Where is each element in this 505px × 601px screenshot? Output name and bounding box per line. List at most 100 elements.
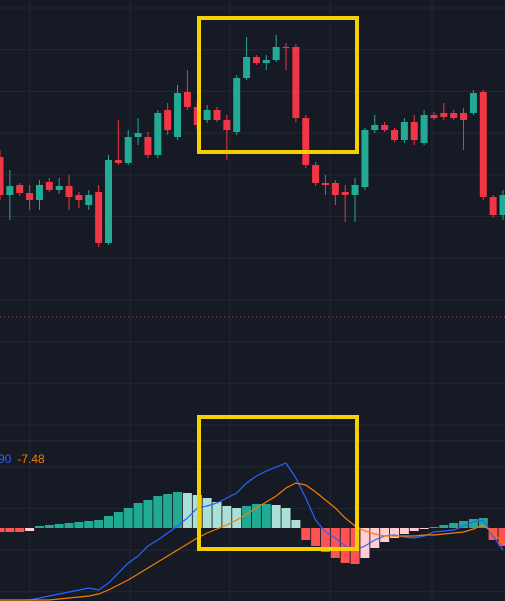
- candle-body: [321, 183, 329, 185]
- candle-body: [430, 115, 438, 118]
- histogram-bar: [409, 528, 419, 531]
- histogram-bar: [281, 508, 291, 528]
- candle-body: [400, 122, 408, 140]
- highlight-box: [197, 415, 359, 551]
- histogram-bar: [84, 521, 94, 528]
- histogram-bar: [478, 518, 488, 528]
- histogram-bar: [390, 528, 400, 538]
- candle-body: [114, 160, 122, 163]
- highlight-box: [197, 16, 359, 154]
- histogram-bar: [232, 508, 242, 528]
- histogram-bar: [212, 502, 222, 528]
- candle-body: [341, 192, 349, 195]
- candle-body: [351, 185, 359, 195]
- histogram-bar: [311, 528, 321, 546]
- histogram-bar: [74, 522, 84, 528]
- candle-body: [35, 185, 43, 200]
- candle-body: [16, 185, 24, 193]
- histogram-bar: [291, 520, 301, 528]
- candle-body: [282, 47, 290, 48]
- histogram-bar: [429, 527, 439, 528]
- histogram-bar: [133, 503, 143, 528]
- candle-body: [75, 195, 83, 200]
- histogram-bar: [301, 528, 311, 540]
- candle-body: [164, 110, 172, 130]
- candle-body: [381, 125, 389, 130]
- histogram-bar: [498, 528, 505, 546]
- histogram-bar: [251, 504, 261, 528]
- candle-body: [95, 192, 103, 243]
- candle-body: [154, 113, 162, 155]
- candle-body: [312, 165, 320, 183]
- candle-body: [420, 115, 428, 143]
- candle-body: [440, 113, 448, 117]
- candle-body: [499, 195, 505, 215]
- histogram-bar: [103, 516, 113, 528]
- macd-line: [0, 482, 504, 601]
- candle-body: [371, 125, 379, 130]
- candle-body: [124, 137, 132, 163]
- histogram-bar: [271, 505, 281, 528]
- candle-body: [6, 186, 14, 195]
- histogram-bar: [360, 528, 370, 558]
- candle-body: [55, 186, 63, 190]
- histogram-bar: [173, 492, 183, 528]
- histogram-bar: [370, 528, 380, 548]
- candle-body: [460, 113, 468, 120]
- candle-body: [479, 92, 487, 197]
- candle-body: [272, 47, 280, 60]
- histogram-bar: [330, 528, 340, 558]
- candle-body: [252, 57, 260, 63]
- candle-body: [302, 118, 310, 165]
- candle-body: [361, 130, 369, 187]
- histogram-bar: [439, 525, 449, 528]
- histogram-bar: [449, 523, 459, 528]
- candle-body: [45, 182, 53, 190]
- histogram-bar: [25, 528, 35, 531]
- histogram-bar: [320, 528, 330, 552]
- histogram-bar: [113, 512, 123, 528]
- candle-body: [489, 197, 497, 215]
- candle-body: [262, 60, 270, 63]
- candle-body: [450, 113, 458, 118]
- candle-body: [174, 93, 182, 137]
- histogram-bar: [488, 528, 498, 540]
- candle-body: [391, 130, 399, 140]
- histogram-bar: [261, 504, 271, 528]
- candle-body: [203, 110, 211, 120]
- candle-body: [410, 122, 418, 140]
- histogram-bar: [64, 523, 74, 528]
- candle-body: [26, 193, 34, 200]
- candle-body: [243, 57, 251, 78]
- candle-body: [65, 186, 73, 197]
- histogram-bar: [34, 526, 44, 528]
- histogram-bar: [399, 528, 409, 534]
- candle-body: [469, 93, 477, 113]
- histogram-bar: [0, 528, 5, 532]
- histogram-bar: [163, 494, 173, 528]
- candle-body: [331, 183, 339, 195]
- candle-body: [292, 47, 300, 118]
- indicator-value: -7.48: [17, 452, 45, 466]
- histogram-bar: [15, 528, 25, 532]
- histogram-bar: [54, 524, 64, 528]
- candle-body: [183, 92, 191, 107]
- histogram-bar: [459, 521, 469, 528]
- histogram-bar: [94, 520, 104, 528]
- candle-body: [0, 157, 4, 195]
- histogram-bar: [380, 528, 390, 542]
- histogram-bar: [242, 506, 252, 528]
- histogram-bar: [143, 500, 153, 528]
- indicator-value: 90: [0, 452, 12, 466]
- histogram-bar: [182, 493, 192, 528]
- histogram-bar: [123, 508, 133, 528]
- histogram-bar: [222, 506, 232, 528]
- plot: 90 -7.48: [0, 35, 505, 601]
- histogram-bar: [5, 528, 15, 532]
- candle-body: [134, 133, 142, 137]
- histogram-bar: [419, 528, 429, 529]
- candle-body: [85, 195, 93, 205]
